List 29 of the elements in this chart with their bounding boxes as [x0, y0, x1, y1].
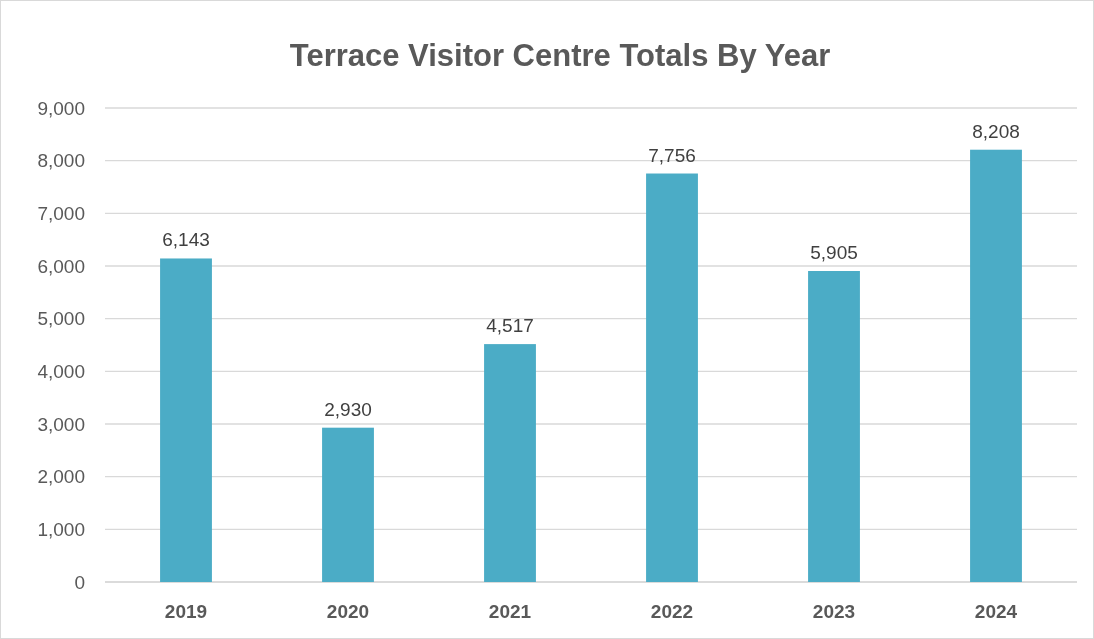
y-tick-label: 7,000 — [37, 202, 85, 224]
y-tick-label: 2,000 — [37, 466, 85, 488]
data-label: 4,517 — [486, 315, 534, 337]
x-tick-label: 2023 — [812, 601, 856, 622]
y-tick-label: 5,000 — [37, 308, 85, 330]
y-tick-label: 9,000 — [37, 97, 85, 119]
bar — [646, 173, 698, 582]
bar — [484, 344, 536, 582]
data-label: 5,905 — [810, 242, 858, 263]
x-tick-label: 2020 — [326, 601, 370, 622]
bar — [322, 427, 374, 582]
bar — [160, 258, 212, 582]
chart-title: Terrace Visitor Centre Totals By Year — [289, 38, 831, 73]
data-label: 6,143 — [162, 229, 210, 251]
y-tick-label: 1,000 — [37, 518, 85, 540]
data-label: 8,208 — [972, 120, 1020, 142]
y-tick-label: 8,000 — [37, 150, 85, 172]
data-label: 7,756 — [648, 144, 696, 166]
x-tick-label: 2024 — [974, 601, 1018, 622]
y-tick-label: 3,000 — [37, 413, 85, 435]
y-tick-label: 4,000 — [37, 360, 85, 382]
y-tick-label: 0 — [74, 571, 85, 593]
data-label: 2,930 — [324, 398, 372, 420]
bar — [808, 271, 860, 582]
x-tick-label: 2022 — [650, 601, 694, 622]
y-tick-label: 6,000 — [37, 255, 85, 277]
x-tick-label: 2021 — [488, 601, 532, 622]
bar — [970, 149, 1022, 582]
x-tick-label: 2019 — [164, 601, 208, 622]
